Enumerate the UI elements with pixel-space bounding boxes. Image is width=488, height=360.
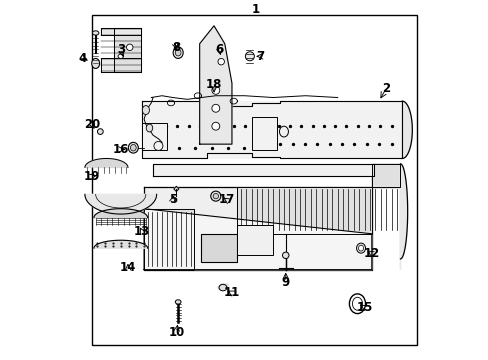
Text: 1: 1 (251, 3, 259, 16)
Text: 12: 12 (363, 247, 379, 260)
Ellipse shape (211, 86, 219, 94)
Text: 17: 17 (218, 193, 234, 206)
Ellipse shape (175, 49, 181, 56)
Ellipse shape (279, 126, 288, 137)
Polygon shape (94, 240, 147, 248)
Polygon shape (113, 28, 140, 72)
Text: 6: 6 (215, 42, 223, 55)
Text: 10: 10 (168, 326, 184, 339)
Text: 9: 9 (281, 276, 289, 289)
Polygon shape (400, 164, 407, 270)
Polygon shape (144, 164, 400, 270)
Text: 16: 16 (112, 143, 129, 156)
Text: 14: 14 (120, 261, 136, 274)
Ellipse shape (211, 104, 219, 112)
Ellipse shape (358, 245, 363, 251)
Text: 5: 5 (168, 193, 177, 206)
Polygon shape (237, 164, 400, 234)
Text: 18: 18 (205, 78, 222, 91)
Ellipse shape (210, 191, 221, 201)
Bar (251, 117, 276, 149)
Ellipse shape (218, 58, 224, 65)
Ellipse shape (245, 52, 254, 61)
Ellipse shape (142, 105, 149, 114)
Polygon shape (402, 101, 411, 158)
Ellipse shape (92, 31, 99, 35)
Text: 4: 4 (78, 51, 86, 64)
Ellipse shape (130, 144, 136, 151)
Ellipse shape (219, 284, 226, 291)
Ellipse shape (173, 47, 183, 58)
Text: 11: 11 (224, 287, 240, 300)
Polygon shape (199, 26, 231, 144)
Text: 3: 3 (117, 42, 124, 55)
Text: 13: 13 (134, 225, 150, 238)
Polygon shape (144, 209, 194, 270)
Polygon shape (94, 209, 147, 218)
Polygon shape (101, 58, 140, 72)
Ellipse shape (211, 122, 219, 130)
Ellipse shape (146, 124, 152, 132)
Bar (142, 123, 167, 149)
Ellipse shape (97, 129, 103, 134)
Polygon shape (101, 28, 140, 35)
Text: 7: 7 (256, 50, 264, 63)
Ellipse shape (175, 300, 181, 304)
Ellipse shape (282, 252, 288, 258)
Ellipse shape (126, 44, 133, 50)
Text: 20: 20 (84, 118, 100, 131)
Polygon shape (142, 101, 402, 158)
Polygon shape (174, 186, 179, 192)
Ellipse shape (213, 193, 218, 199)
Text: 19: 19 (84, 170, 100, 183)
Polygon shape (217, 284, 228, 289)
Ellipse shape (92, 58, 100, 68)
Ellipse shape (356, 243, 365, 253)
Polygon shape (85, 158, 128, 167)
Polygon shape (85, 194, 156, 214)
Bar (201, 234, 237, 262)
Ellipse shape (154, 141, 163, 150)
Ellipse shape (118, 54, 123, 58)
Bar (237, 225, 273, 255)
Polygon shape (153, 164, 373, 176)
Text: 15: 15 (356, 301, 372, 314)
Text: 8: 8 (172, 41, 180, 54)
Text: 2: 2 (381, 82, 389, 95)
Ellipse shape (128, 142, 138, 153)
Polygon shape (144, 209, 371, 270)
